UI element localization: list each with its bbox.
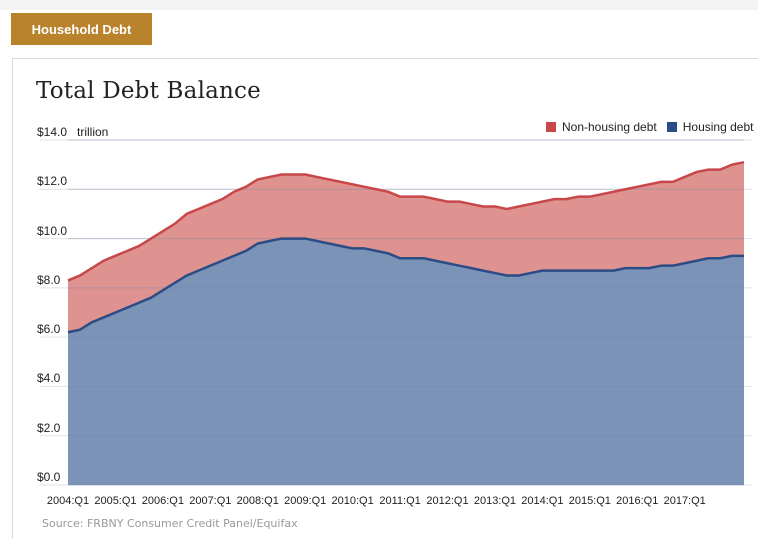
source-note: Source: FRBNY Consumer Credit Panel/Equi… [42,517,298,530]
x-tick-label: 2015:Q1 [568,495,611,507]
legend-swatch-non-housing [546,122,556,132]
chart-title: Total Debt Balance [36,78,261,104]
unit-label: trillion [77,125,109,139]
y-tick-label: $4.0 [37,371,61,386]
x-tick-label: 2016:Q1 [616,495,659,507]
x-tick-label: 2005:Q1 [94,495,137,507]
x-tick-label: 2009:Q1 [284,495,327,507]
x-tick-label: 2012:Q1 [426,495,469,507]
legend-swatch-housing [666,122,677,132]
y-tick-label: $6.0 [37,322,61,337]
legend-label-non-housing: Non-housing debt [562,120,657,134]
housing-line [67,237,744,334]
x-tick-label: 2014:Q1 [521,495,564,507]
housing-area [68,238,744,485]
y-tick-label: $12.0 [37,174,68,189]
x-tick-label: 2011:Q1 [379,495,421,507]
legend: Non-housing debt Housing debt [546,120,758,134]
y-tick-label: $2.0 [37,420,61,435]
legend-item-housing: Housing debt [666,120,754,134]
x-tick-label: 2010:Q1 [331,495,374,507]
legend-label-housing: Housing debt [682,120,754,134]
y-tick-label: $10.0 [37,223,68,238]
legend-item-non-housing: Non-housing debt [546,120,657,134]
y-tick-label: $14.0 [37,125,68,139]
chart-svg [40,139,752,486]
x-tick-label: 2004:Q1 [46,495,90,507]
x-tick-label: 2006:Q1 [141,495,184,507]
x-tick-label: 2007:Q1 [189,495,232,507]
x-tick-label: 2008:Q1 [236,495,279,507]
household-debt-tab[interactable]: Household Debt [11,13,152,45]
top-strip [0,0,758,10]
x-tick-label: 2017:Q1 [663,495,706,507]
y-tick-label: $0.0 [37,470,61,484]
x-tick-label: 2013:Q1 [473,495,517,507]
non-housing-line [67,160,745,282]
y-tick-label: $8.0 [37,272,61,287]
